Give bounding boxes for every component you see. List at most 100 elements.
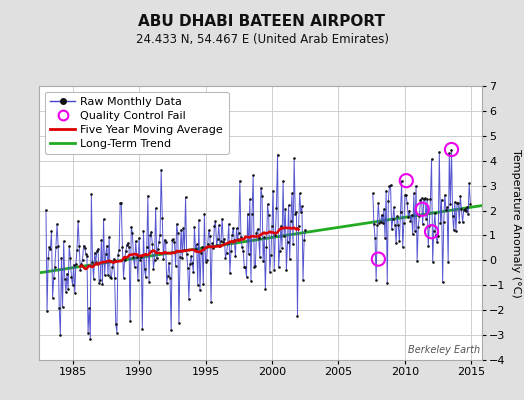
Point [412,183,420,189]
Point [401,192,409,198]
Point [216,242,224,249]
Point [267,252,275,258]
Point [48,294,57,301]
Point [114,252,122,258]
Point [165,259,173,266]
Point [447,146,456,153]
Point [384,198,392,204]
Point [375,220,384,226]
Point [107,275,115,282]
Point [213,236,222,242]
Point [248,211,256,217]
Point [432,232,440,238]
Point [392,240,400,246]
Point [262,243,270,250]
Point [147,229,156,235]
Point [423,196,431,202]
Point [110,256,118,262]
Point [291,210,299,217]
Point [391,221,399,228]
Point [139,228,148,234]
Point [89,259,97,265]
Y-axis label: Temperature Anomaly (°C): Temperature Anomaly (°C) [511,149,521,297]
Point [411,228,419,235]
Point [422,216,430,222]
Point [123,242,131,248]
Point [237,234,245,241]
Point [228,232,236,238]
Point [226,270,234,276]
Point [456,193,465,200]
Point [244,211,252,217]
Point [103,242,111,249]
Point [400,220,408,227]
Point [430,227,438,234]
Point [119,274,128,281]
Point [148,240,157,247]
Point [87,191,95,197]
Point [67,274,75,280]
Point [172,221,181,227]
Point [198,244,206,250]
Point [463,204,471,211]
Point [78,257,86,263]
Point [64,286,72,292]
Point [380,206,388,212]
Point [208,240,216,247]
Point [91,249,99,256]
Point [466,200,475,207]
Point [251,263,259,269]
Point [445,150,453,157]
Point [379,220,387,226]
Point [277,223,285,230]
Point [63,271,71,277]
Point [225,221,233,228]
Point [269,188,277,194]
Point [218,216,226,222]
Point [97,236,105,243]
Point [206,232,214,239]
Legend: Raw Monthly Data, Quality Control Fail, Five Year Moving Average, Long-Term Tren: Raw Monthly Data, Quality Control Fail, … [45,92,228,154]
Point [140,266,149,272]
Point [171,263,180,270]
Point [166,274,174,281]
Point [438,196,446,203]
Point [104,272,112,278]
Point [446,201,455,208]
Point [289,241,297,248]
Point [181,194,190,200]
Point [108,263,117,270]
Point [258,192,266,199]
Point [62,289,70,295]
Point [413,258,421,264]
Point [418,195,426,202]
Point [94,246,102,252]
Point [301,227,310,233]
Point [425,222,433,229]
Point [453,200,461,206]
Point [83,252,91,259]
Point [112,321,120,327]
Point [405,208,413,214]
Point [281,206,289,212]
Point [374,256,383,262]
Point [158,214,167,221]
Point [133,254,141,260]
Text: 24.433 N, 54.467 E (United Arab Emirates): 24.433 N, 54.467 E (United Arab Emirates… [136,33,388,46]
Point [157,167,166,173]
Point [441,192,449,198]
Point [255,235,263,242]
Point [227,248,235,254]
Point [414,224,422,230]
Point [387,226,396,232]
Point [252,230,260,236]
Point [124,240,132,246]
Point [268,222,276,229]
Point [60,238,68,244]
Point [130,264,139,270]
Point [266,268,274,275]
Point [286,256,294,262]
Point [163,272,172,279]
Point [135,235,143,241]
Point [152,255,161,262]
